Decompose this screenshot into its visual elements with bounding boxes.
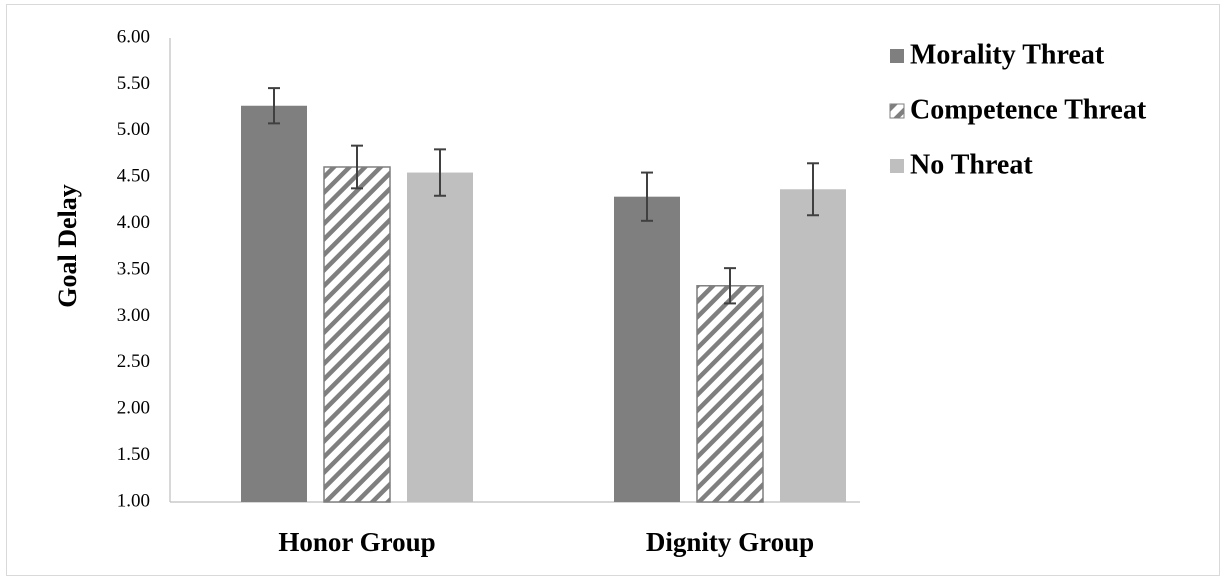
bar: [780, 189, 846, 503]
error-bar: [724, 267, 736, 305]
y-tick-labels: 1.00 1.50 2.00 2.50 3.00 3.50 4.00 4.50 5.00 5.50…: [117, 26, 150, 511]
y-tick-label: 5.50: [117, 73, 150, 94]
chart-frame: [6, 4, 1220, 576]
y-tick-label: 1.50: [117, 444, 150, 465]
bar: [614, 196, 680, 503]
bars: [241, 105, 846, 503]
legend-label: Competence Threat: [910, 94, 1147, 125]
legend-swatch: [889, 103, 905, 119]
y-tick-label: 3.00: [117, 305, 150, 326]
bar: [241, 105, 307, 502]
y-tick-label: 5.00: [117, 119, 150, 140]
bar: [696, 285, 764, 503]
error-bars: [268, 87, 819, 305]
y-axis-label: Goal Delay: [53, 184, 82, 308]
error-bar: [434, 148, 446, 197]
error-bar: [807, 162, 819, 217]
category-label: Dignity Group: [646, 527, 814, 557]
legend-label: No Threat: [910, 149, 1033, 180]
x-category-labels: Honor Group Dignity Group: [278, 527, 814, 557]
category-label: Honor Group: [278, 527, 435, 557]
legend: Morality Threat Competence Threat No Threa…: [889, 39, 1147, 180]
y-tick-label: 1.00: [117, 490, 150, 511]
y-tick-label: 4.50: [117, 166, 150, 187]
legend-label: Morality Threat: [910, 39, 1105, 70]
y-tick-label: 4.00: [117, 212, 150, 233]
error-bar: [641, 171, 653, 222]
y-tick-label: 6.00: [117, 26, 150, 47]
legend-swatch: [890, 159, 904, 173]
error-bar: [268, 87, 280, 125]
legend-swatch: [890, 49, 904, 63]
y-tick-label: 2.00: [117, 398, 150, 419]
y-tick-label: 2.50: [117, 351, 150, 372]
bar: [323, 166, 391, 503]
y-tick-label: 3.50: [117, 258, 150, 279]
bar: [407, 172, 473, 502]
error-bar: [351, 144, 363, 190]
